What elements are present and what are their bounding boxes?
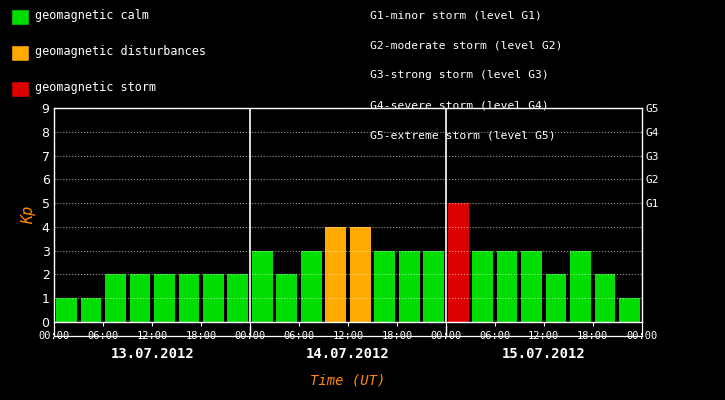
Bar: [301, 251, 322, 322]
Bar: [105, 274, 126, 322]
Bar: [228, 274, 248, 322]
Text: G5-extreme storm (level G5): G5-extreme storm (level G5): [370, 130, 555, 140]
Text: geomagnetic storm: geomagnetic storm: [35, 81, 156, 94]
Bar: [154, 274, 175, 322]
Bar: [178, 274, 199, 322]
Text: geomagnetic disturbances: geomagnetic disturbances: [35, 45, 206, 58]
Text: G4-severe storm (level G4): G4-severe storm (level G4): [370, 100, 549, 110]
Bar: [472, 251, 493, 322]
Bar: [521, 251, 542, 322]
Bar: [448, 203, 468, 322]
Bar: [570, 251, 591, 322]
Y-axis label: Kp: Kp: [21, 206, 36, 224]
Bar: [326, 227, 346, 322]
Text: G1-minor storm (level G1): G1-minor storm (level G1): [370, 10, 542, 20]
Text: geomagnetic calm: geomagnetic calm: [35, 9, 149, 22]
Bar: [252, 251, 273, 322]
Bar: [546, 274, 566, 322]
Text: 15.07.2012: 15.07.2012: [502, 347, 586, 361]
Bar: [594, 274, 616, 322]
Bar: [423, 251, 444, 322]
Bar: [619, 298, 639, 322]
Bar: [374, 251, 395, 322]
Bar: [130, 274, 150, 322]
Text: 13.07.2012: 13.07.2012: [110, 347, 194, 361]
Text: G2-moderate storm (level G2): G2-moderate storm (level G2): [370, 40, 563, 50]
Bar: [497, 251, 518, 322]
Bar: [80, 298, 102, 322]
Bar: [276, 274, 297, 322]
Bar: [203, 274, 224, 322]
Text: 14.07.2012: 14.07.2012: [306, 347, 390, 361]
Text: Time (UT): Time (UT): [310, 374, 386, 388]
Bar: [350, 227, 370, 322]
Bar: [57, 298, 77, 322]
Text: G3-strong storm (level G3): G3-strong storm (level G3): [370, 70, 549, 80]
Bar: [399, 251, 420, 322]
